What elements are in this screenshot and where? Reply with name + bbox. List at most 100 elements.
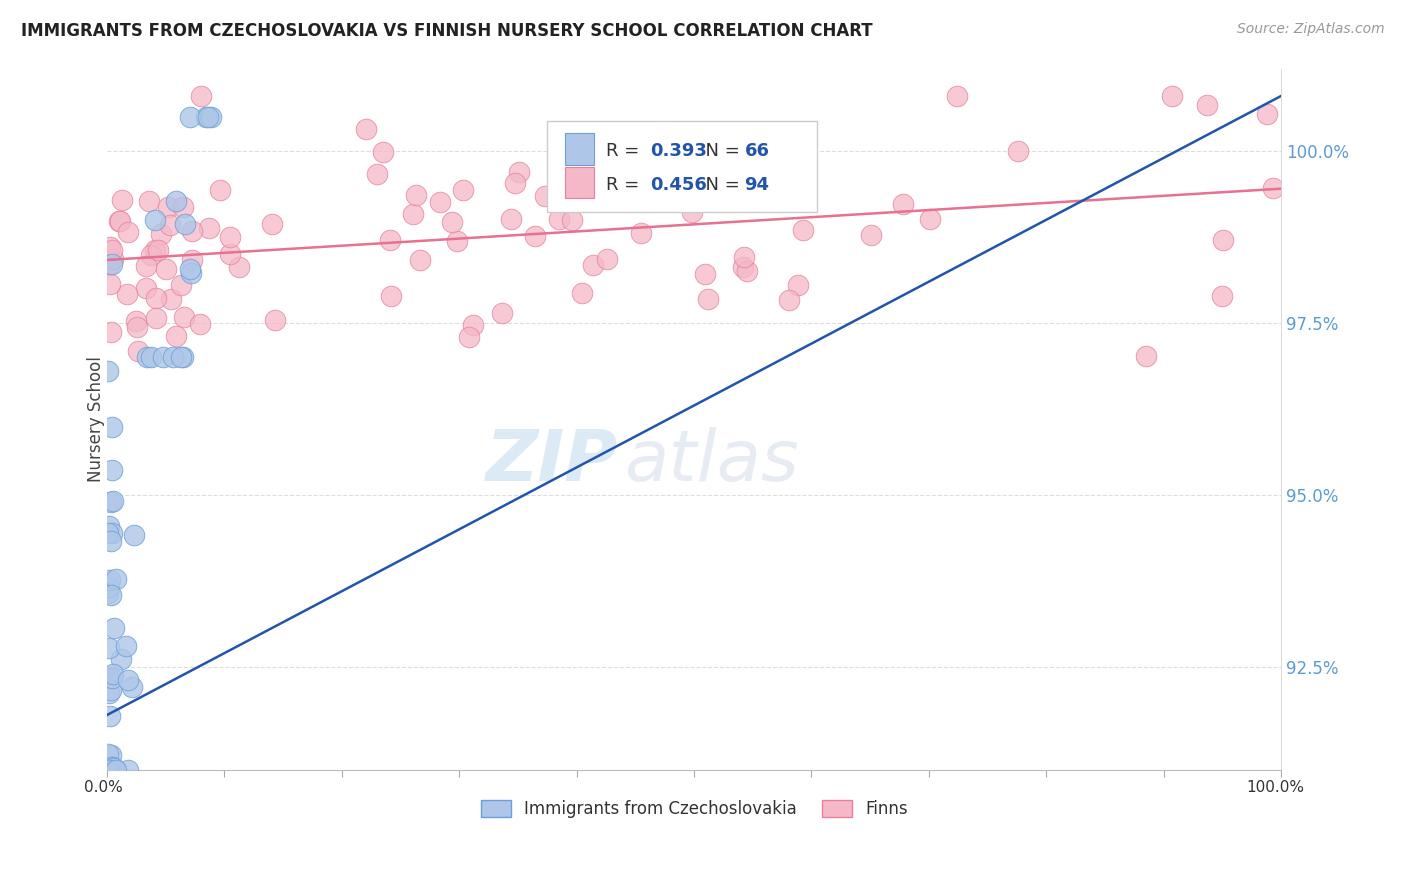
Point [101, 763, 124, 777]
Text: 0.0%: 0.0% [83, 780, 122, 796]
Point [101, 671, 124, 685]
Point [101, 760, 124, 774]
Point [100, 325, 122, 339]
Point [173, 310, 195, 324]
Y-axis label: Nursery School: Nursery School [87, 356, 105, 483]
Point [1263, 181, 1285, 195]
Point [156, 201, 179, 215]
Point [378, 233, 401, 247]
Point [920, 212, 942, 227]
Point [117, 225, 139, 239]
Point [583, 189, 606, 203]
Point [693, 268, 716, 282]
Point [503, 177, 526, 191]
Point [159, 218, 181, 232]
Point [548, 211, 571, 226]
Point [143, 212, 166, 227]
Point [409, 253, 432, 268]
Point [190, 89, 212, 103]
Point [127, 343, 149, 358]
Point [138, 194, 160, 209]
Point [100, 574, 122, 588]
Point [170, 278, 193, 293]
Point [599, 134, 621, 148]
Point [262, 217, 284, 231]
Point [98, 240, 121, 254]
Point [1195, 98, 1218, 112]
Point [180, 253, 202, 268]
Point [188, 317, 211, 331]
Point [534, 188, 557, 202]
Point [561, 213, 583, 227]
Point [491, 305, 513, 319]
Point [97, 763, 120, 777]
Point [97, 526, 120, 541]
Text: 94: 94 [745, 176, 769, 194]
Point [135, 280, 157, 294]
Point [145, 291, 167, 305]
Point [98, 518, 121, 533]
Point [173, 218, 195, 232]
Point [630, 226, 652, 240]
Point [219, 247, 242, 261]
Point [98, 277, 121, 292]
Point [402, 206, 425, 220]
Point [97, 763, 120, 777]
Point [457, 329, 479, 343]
Point [100, 748, 122, 763]
Point [103, 763, 125, 777]
Text: N =: N = [695, 176, 745, 194]
Point [101, 526, 124, 541]
Point [508, 165, 530, 179]
Point [98, 763, 121, 777]
Point [149, 227, 172, 242]
Point [97, 763, 120, 777]
FancyBboxPatch shape [547, 121, 817, 212]
Point [160, 292, 183, 306]
Point [103, 761, 125, 775]
Point [100, 533, 122, 548]
Point [110, 194, 132, 208]
Text: R =: R = [606, 143, 645, 161]
Point [380, 289, 402, 303]
Point [219, 230, 242, 244]
Point [463, 318, 485, 332]
Point [100, 763, 122, 777]
Point [97, 763, 120, 777]
Text: R =: R = [606, 176, 645, 194]
Point [792, 223, 814, 237]
Point [451, 183, 474, 197]
Point [1161, 89, 1184, 103]
Point [441, 215, 464, 229]
Point [103, 621, 125, 635]
Point [101, 243, 124, 257]
Point [180, 224, 202, 238]
Point [633, 185, 655, 199]
Text: atlas: atlas [624, 427, 799, 496]
Point [172, 351, 194, 365]
Point [208, 183, 231, 197]
Point [108, 214, 131, 228]
Point [97, 747, 120, 761]
Point [162, 351, 184, 365]
Point [143, 244, 166, 258]
Point [697, 293, 720, 307]
Point [179, 110, 201, 124]
Point [145, 310, 167, 325]
Point [180, 266, 202, 280]
Text: 66: 66 [745, 143, 769, 161]
Point [195, 110, 218, 124]
Point [197, 110, 219, 124]
Point [97, 670, 120, 684]
Point [97, 640, 120, 655]
Point [1256, 107, 1278, 121]
Point [122, 528, 145, 542]
Point [354, 122, 377, 136]
Point [98, 763, 121, 777]
Point [647, 164, 669, 178]
Point [499, 212, 522, 227]
Point [172, 200, 194, 214]
Point [524, 229, 547, 244]
Text: 0.456: 0.456 [651, 176, 707, 194]
Point [97, 364, 120, 378]
